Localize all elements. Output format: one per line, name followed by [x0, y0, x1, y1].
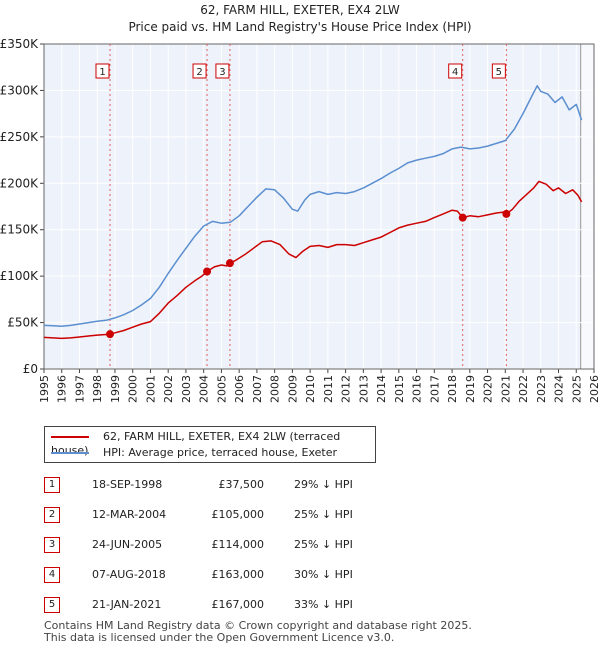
x-tick-label: 2003 — [180, 375, 193, 403]
footer-line: This data is licensed under the Open Gov… — [44, 631, 395, 644]
sale-row: 2 12-MAR-2004 £105,000 25% ↓ HPI — [44, 507, 464, 523]
sale-price: £167,000 — [211, 598, 265, 611]
x-tick-label: 2015 — [393, 375, 406, 403]
x-tick-label: 1997 — [73, 375, 86, 403]
x-tick-label: 2010 — [304, 375, 317, 403]
sale-date: 24-JUN-2005 — [92, 538, 163, 551]
sale-marker-badge — [215, 63, 230, 79]
x-tick-label: 2026 — [588, 375, 600, 403]
x-tick-label: 2012 — [340, 375, 353, 403]
y-tick-label: £0 — [23, 362, 38, 376]
x-tick-label: 2002 — [162, 375, 175, 403]
sale-date: 12-MAR-2004 — [92, 508, 167, 521]
sale-row: 5 21-JAN-2021 £167,000 33% ↓ HPI — [44, 597, 464, 613]
sale-marker-badge — [95, 63, 110, 79]
sale-row: 4 07-AUG-2018 £163,000 30% ↓ HPI — [44, 567, 464, 583]
sale-price: £37,500 — [218, 478, 265, 491]
sale-price: £114,000 — [211, 538, 265, 551]
sale-marker-label: 3 — [219, 67, 225, 78]
footer-line: Contains HM Land Registry data © Crown c… — [44, 619, 472, 632]
x-tick-label: 2000 — [127, 375, 140, 403]
sale-hpi-diff: 25% ↓ HPI — [294, 538, 353, 551]
sale-hpi-diff: 29% ↓ HPI — [294, 478, 353, 491]
x-tick-label: 2005 — [215, 375, 228, 403]
sale-date: 07-AUG-2018 — [92, 568, 166, 581]
x-tick-label: 2018 — [446, 375, 459, 403]
x-tick-label: 2017 — [428, 375, 441, 403]
y-tick-label: £50K — [7, 316, 39, 330]
x-tick-label: 2021 — [499, 375, 512, 403]
legend-label-hpi: HPI: Average price, terraced house, Exet… — [103, 446, 338, 459]
sale-hpi-diff: 25% ↓ HPI — [294, 508, 353, 521]
sale-marker-label: 5 — [496, 67, 502, 78]
chart-title: 62, FARM HILL, EXETER, EX4 2LW — [200, 3, 400, 17]
sale-badge: 5 — [44, 597, 60, 613]
y-tick-label: £100K — [0, 269, 39, 283]
attribution-footer: Contains HM Land Registry data © Crown c… — [44, 620, 472, 644]
chart-subtitle: Price paid vs. HM Land Registry's House … — [128, 20, 471, 34]
sale-hpi-diff: 30% ↓ HPI — [294, 568, 353, 581]
x-tick-label: 2009 — [286, 375, 299, 403]
x-tick-label: 2016 — [411, 375, 424, 403]
plot-area — [44, 44, 594, 369]
sale-point — [203, 267, 212, 276]
hpi-line — [43, 85, 583, 328]
forecast-shade — [580, 44, 594, 369]
sale-marker-badge — [192, 63, 207, 79]
sale-point — [225, 259, 234, 268]
y-tick-label: £200K — [0, 176, 39, 190]
legend-item-hpi: HPI: Average price, terraced house, Exet… — [51, 446, 337, 460]
y-tick-label: £150K — [0, 223, 39, 237]
x-tick-label: 2025 — [570, 375, 583, 403]
sale-badge: 3 — [44, 537, 60, 553]
x-tick-label: 2013 — [357, 375, 370, 403]
sale-marker-label: 1 — [99, 67, 105, 78]
x-tick-label: 2022 — [517, 375, 530, 403]
x-tick-label: 2004 — [198, 375, 211, 403]
x-tick-label: 1999 — [109, 375, 122, 403]
x-tick-label: 2014 — [375, 375, 388, 403]
x-tick-label: 2023 — [535, 375, 548, 403]
sale-price: £163,000 — [211, 568, 265, 581]
sale-badge: 1 — [44, 477, 60, 493]
sale-marker-badge — [491, 63, 506, 79]
price-chart: 62, FARM HILL, EXETER, EX4 2LW Price pai… — [0, 3, 600, 403]
sale-badge: 2 — [44, 507, 60, 523]
x-tick-label: 2020 — [482, 375, 495, 403]
x-tick-label: 2007 — [251, 375, 264, 403]
x-tick-label: 2011 — [322, 375, 335, 403]
x-tick-label: 2006 — [233, 375, 246, 403]
x-tick-label: 1995 — [38, 375, 51, 403]
legend-swatch-hpi — [51, 452, 89, 454]
sale-date: 21-JAN-2021 — [92, 598, 162, 611]
x-tick-label: 2008 — [269, 375, 282, 403]
y-tick-label: £350K — [0, 37, 39, 51]
plot-border — [43, 43, 595, 370]
legend-swatch-property — [51, 436, 89, 438]
x-tick-label: 2019 — [464, 375, 477, 403]
sale-date: 18-SEP-1998 — [92, 478, 163, 491]
sale-badge: 4 — [44, 567, 60, 583]
sale-row: 3 24-JUN-2005 £114,000 25% ↓ HPI — [44, 537, 464, 553]
x-tick-label: 2001 — [144, 375, 157, 403]
x-tick-label: 1998 — [91, 375, 104, 403]
sale-point — [458, 213, 467, 222]
legend-item-property: 62, FARM HILL, EXETER, EX4 2LW (terraced… — [51, 430, 375, 457]
chart-legend: 62, FARM HILL, EXETER, EX4 2LW (terraced… — [44, 426, 376, 463]
sale-hpi-diff: 33% ↓ HPI — [294, 598, 353, 611]
sale-marker-label: 2 — [196, 67, 202, 78]
sale-marker-label: 4 — [452, 67, 458, 78]
sale-marker-badge — [448, 63, 463, 79]
y-tick-label: £250K — [0, 130, 39, 144]
sale-price: £105,000 — [211, 508, 265, 521]
y-tick-label: £300K — [0, 83, 39, 97]
x-tick-label: 2024 — [553, 375, 566, 403]
sale-point — [502, 209, 511, 218]
sale-row: 1 18-SEP-1998 £37,500 29% ↓ HPI — [44, 477, 464, 493]
sale-point — [106, 330, 114, 339]
x-tick-label: 1996 — [56, 375, 69, 403]
